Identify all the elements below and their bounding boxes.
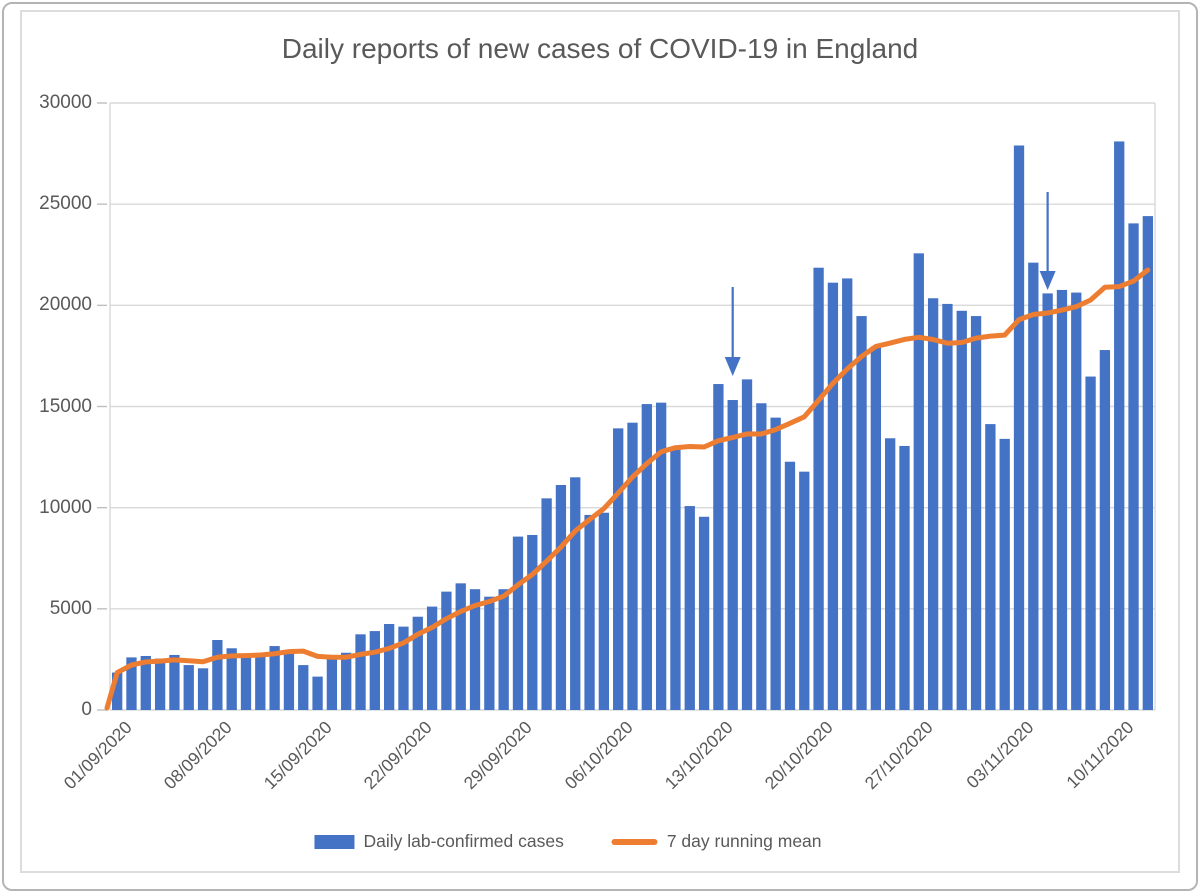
bar [813, 267, 824, 710]
bar [383, 624, 395, 710]
bar [469, 589, 481, 710]
y-axis-label: 0 [81, 699, 92, 720]
bar [584, 514, 595, 710]
bar [298, 665, 309, 710]
bar [1071, 292, 1082, 710]
bar [756, 403, 767, 710]
bar [441, 591, 452, 710]
bar [183, 665, 194, 710]
legend: Daily lab-confirmed cases 7 day running … [314, 831, 822, 852]
chart-title: Daily reports of new cases of COVID-19 i… [281, 33, 919, 64]
bar [112, 672, 123, 710]
bar [154, 658, 166, 710]
legend-bar-label: Daily lab-confirmed cases [363, 831, 564, 851]
legend-bar-swatch [314, 834, 355, 849]
bar [827, 282, 839, 710]
bar [1099, 350, 1111, 710]
bar [498, 589, 509, 710]
bar [999, 438, 1010, 710]
bar [1013, 145, 1025, 711]
bar [1028, 262, 1039, 710]
bar [341, 652, 352, 710]
bar [1142, 216, 1153, 710]
bar [842, 278, 853, 710]
bar [398, 626, 409, 710]
bar [355, 634, 366, 710]
bar [913, 253, 924, 710]
bar [1128, 223, 1139, 710]
y-axis-label: 30000 [39, 92, 92, 113]
bar [670, 448, 681, 710]
annotation-arrow-head [1039, 271, 1056, 290]
bar [555, 485, 567, 710]
bar [140, 655, 151, 710]
bar [197, 668, 209, 710]
bar [727, 400, 738, 710]
bar [956, 310, 967, 710]
y-axis-label: 20000 [39, 294, 92, 316]
bar [126, 657, 137, 710]
bar [741, 379, 753, 710]
bar [212, 639, 223, 710]
bar [1056, 289, 1068, 710]
bar [885, 438, 896, 710]
bar [985, 424, 996, 710]
bar [455, 583, 466, 710]
bar [927, 298, 939, 710]
bar [684, 506, 695, 710]
y-axis-label: 15000 [39, 395, 92, 417]
bar [240, 653, 252, 710]
y-axis-label: 25000 [39, 193, 92, 215]
bar [799, 471, 810, 710]
bar [899, 445, 910, 710]
legend-line-label: 7 day running mean [666, 831, 822, 851]
bar [942, 303, 953, 710]
bar [784, 461, 796, 710]
bar [655, 402, 667, 710]
legend-line-swatch [611, 838, 658, 845]
bar [598, 512, 610, 710]
bar [426, 606, 438, 710]
bar [641, 404, 652, 710]
y-axis-label: 10000 [39, 496, 92, 518]
bar [1085, 376, 1096, 710]
y-axis-label: 5000 [49, 597, 92, 619]
bar [169, 654, 180, 710]
bar [369, 631, 380, 710]
bar [484, 596, 495, 710]
bar [226, 648, 237, 710]
bar [570, 477, 581, 710]
bar [870, 346, 882, 710]
bar [312, 676, 323, 710]
bar [613, 428, 624, 710]
annotation-arrow-head [724, 357, 741, 376]
bar [1114, 141, 1125, 710]
bar [698, 516, 710, 710]
bar [269, 646, 280, 710]
bar [541, 498, 552, 710]
bar [512, 536, 524, 710]
bar [713, 384, 724, 710]
bar [1042, 293, 1053, 710]
running-mean-line [104, 267, 1151, 711]
bar [527, 534, 538, 710]
bar [856, 316, 867, 710]
bar [283, 650, 295, 710]
bar [326, 654, 338, 710]
bar [970, 316, 982, 710]
bar [412, 616, 423, 710]
bar [770, 417, 781, 710]
bar [627, 422, 638, 710]
bar [255, 653, 266, 710]
